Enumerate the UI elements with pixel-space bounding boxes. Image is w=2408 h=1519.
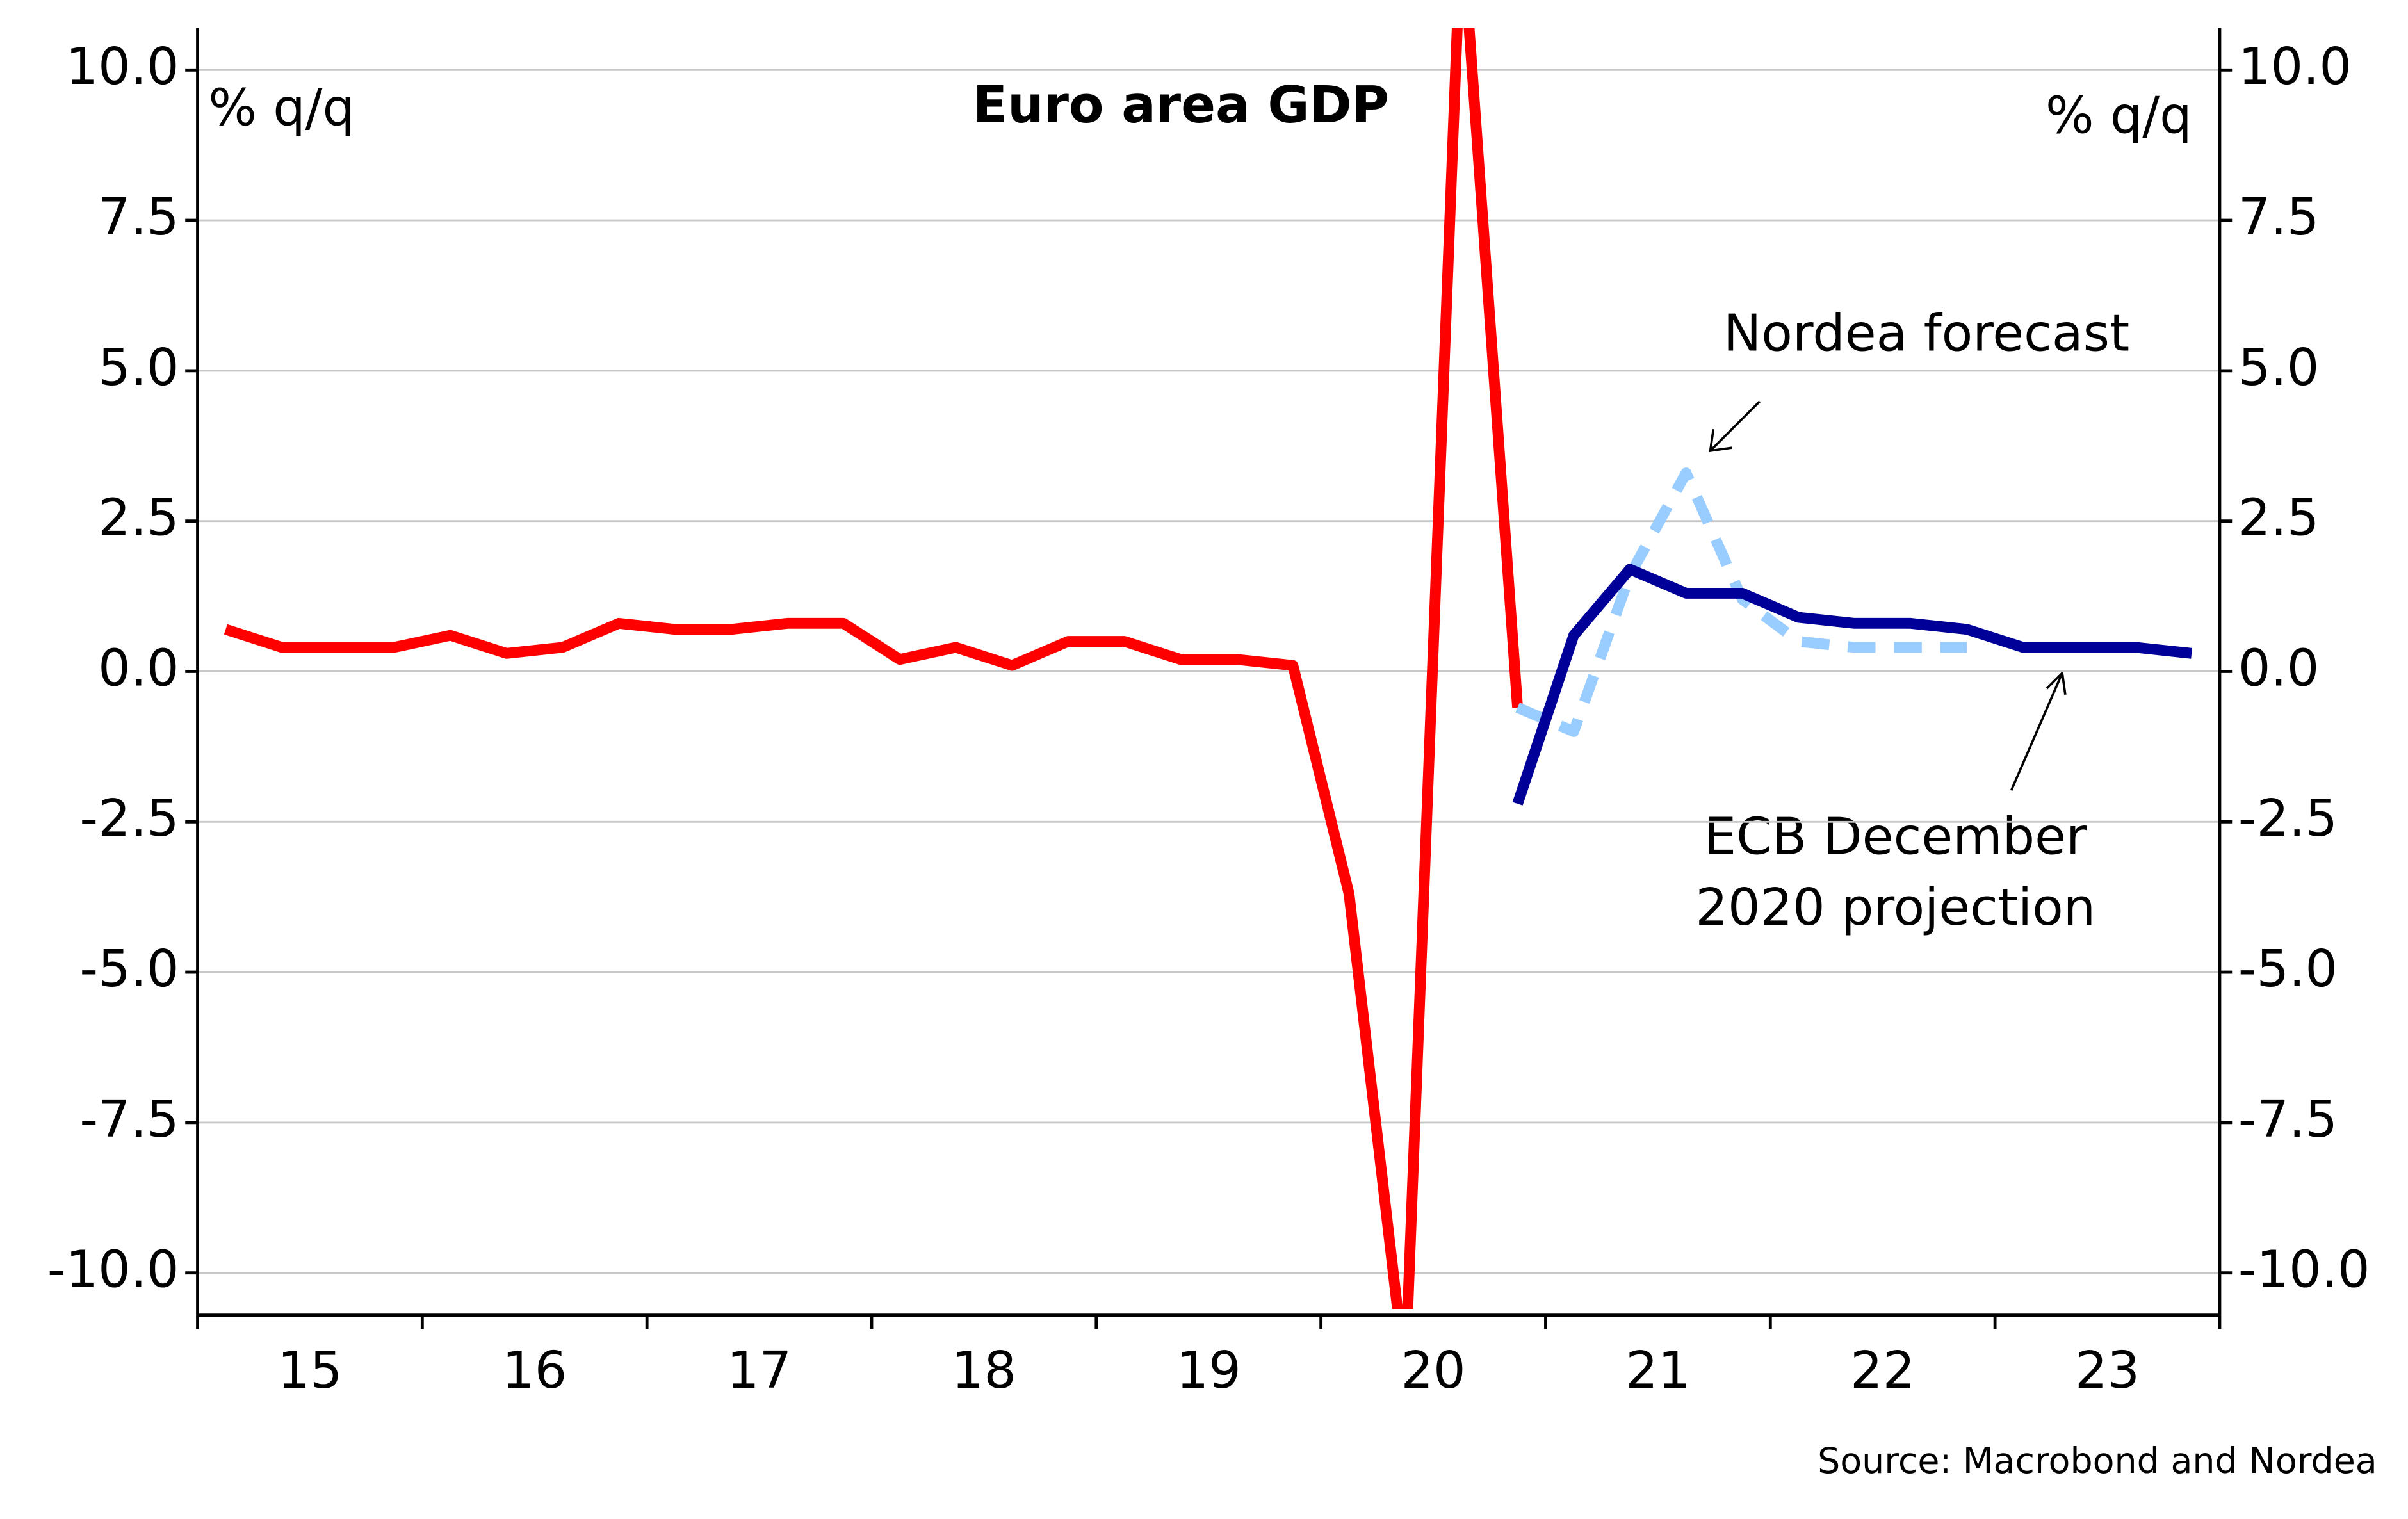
y-tick-label: -2.5 <box>79 788 179 848</box>
x-tick-label: 15 <box>277 1340 342 1400</box>
y-unit: % q/q <box>208 78 355 138</box>
grid <box>197 69 2220 1274</box>
y2-tick-label: -5.0 <box>2238 939 2338 998</box>
arrow <box>2010 672 2063 791</box>
source: Source: Macrobond and Nordea <box>1818 1441 2377 1482</box>
y-tick-label: 2.5 <box>98 488 179 548</box>
y2-tick-label: 7.5 <box>2238 187 2319 247</box>
annotation: 2020 projection <box>1695 877 2095 937</box>
annotation: Nordea forecast <box>1723 304 2129 363</box>
y-tick-label: -5.0 <box>79 939 179 998</box>
y2-tick-label: 5.0 <box>2238 337 2319 397</box>
arrow-head <box>1709 428 1732 453</box>
x-tick-label: 18 <box>952 1340 1016 1400</box>
y2-tick-label: 10.0 <box>2238 37 2352 96</box>
y-tick-label: -10.0 <box>47 1240 179 1299</box>
arrows <box>1709 400 2067 791</box>
x-tick-label: 19 <box>1176 1340 1241 1400</box>
y2-tick-label: -10.0 <box>2238 1240 2370 1299</box>
annotation: ECB December <box>1704 806 2087 866</box>
y-tick-label: 0.0 <box>98 638 179 697</box>
axes <box>185 28 2233 1329</box>
series-line <box>1515 467 1967 737</box>
y-tick-label: 7.5 <box>98 187 179 247</box>
x-tick-label: 23 <box>2075 1340 2140 1400</box>
y-tick-label: 5.0 <box>98 337 179 397</box>
y2-tick-label: 0.0 <box>2238 638 2319 697</box>
x-tick-label: 17 <box>727 1340 792 1400</box>
y2-tick-label: 2.5 <box>2238 488 2319 548</box>
x-tick-label: 20 <box>1401 1340 1465 1400</box>
y2-tick-label: -2.5 <box>2238 788 2338 848</box>
x-tick-label: 22 <box>1850 1340 1915 1400</box>
y2-tick-label: -7.5 <box>2238 1089 2338 1149</box>
arrow <box>1709 400 1761 452</box>
y-tick-label: 10.0 <box>66 37 179 96</box>
x-tick-label: 21 <box>1625 1340 1690 1400</box>
x-tick-label: 16 <box>502 1340 567 1400</box>
y2-unit: % q/q <box>2046 86 2192 145</box>
series-line <box>224 28 1524 1310</box>
plot-area <box>224 28 2193 1310</box>
chart-title: Euro area GDP <box>973 75 1389 134</box>
series-line <box>1512 564 2193 806</box>
y-tick-label: -7.5 <box>79 1089 179 1149</box>
arrow-head <box>2046 670 2067 695</box>
